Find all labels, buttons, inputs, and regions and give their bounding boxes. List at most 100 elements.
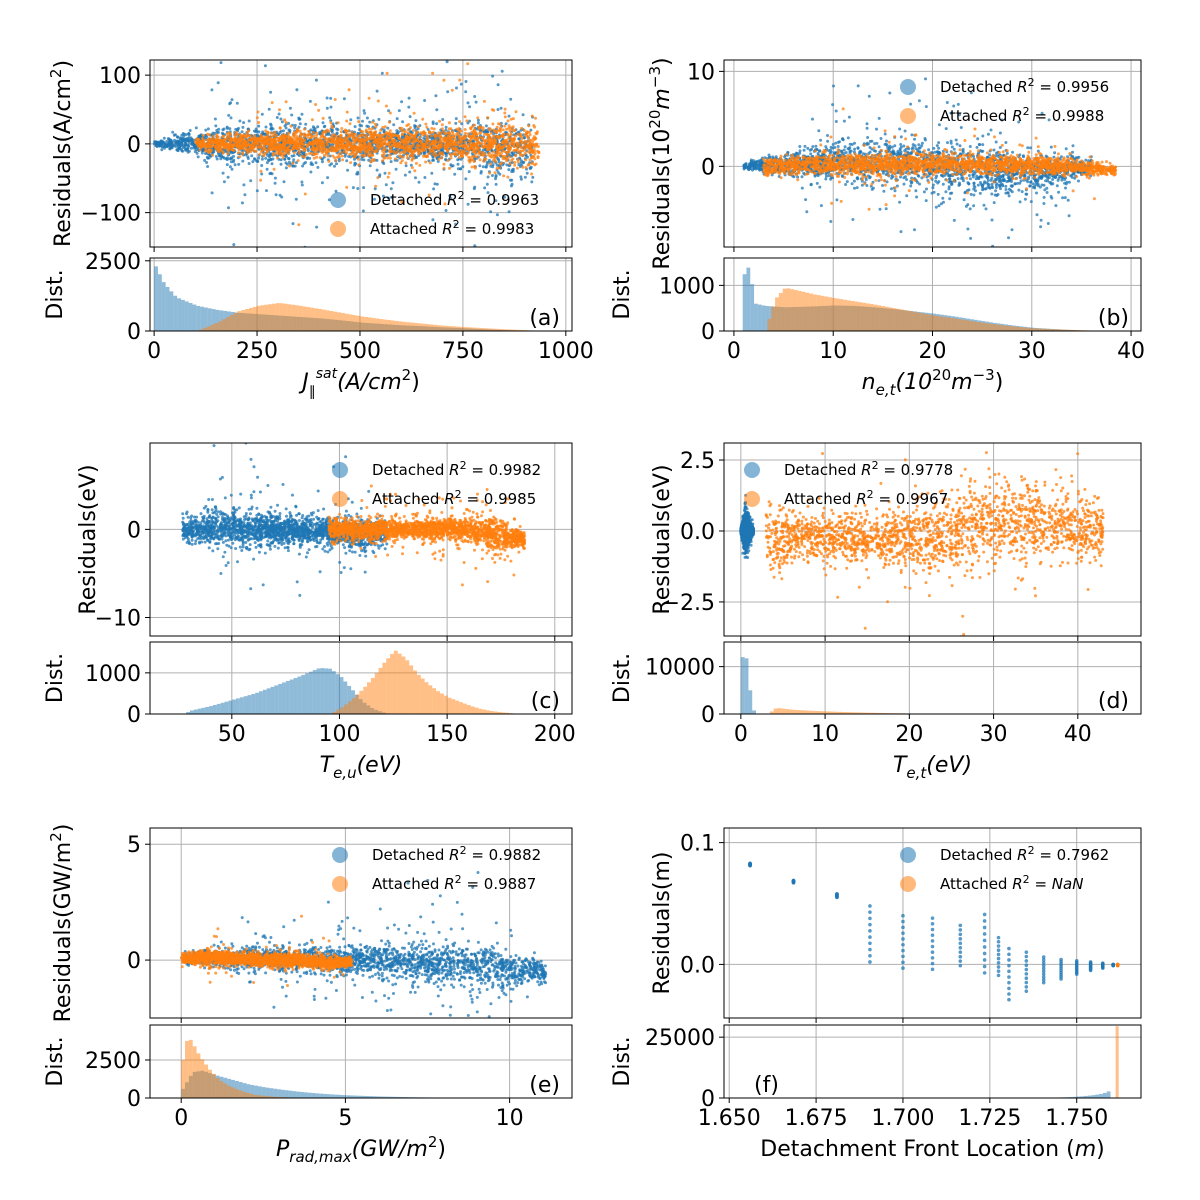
- data-point: [229, 157, 233, 161]
- series-attached: [194, 62, 541, 227]
- data-point: [216, 81, 220, 85]
- data-point: [478, 164, 482, 168]
- data-point: [191, 140, 194, 144]
- hist-bar: [260, 305, 265, 331]
- data-point: [445, 141, 449, 145]
- x-axis-label: J∥sat(A/cm2): [298, 366, 420, 400]
- data-point: [508, 146, 512, 149]
- data-point: [254, 149, 258, 153]
- data-point: [454, 117, 458, 121]
- data-point: [492, 128, 496, 132]
- data-point: [178, 136, 182, 140]
- data-point: [334, 149, 338, 153]
- data-point: [387, 109, 391, 113]
- hist-bar: [460, 326, 464, 331]
- data-point: [357, 132, 361, 136]
- hist-bar: [456, 326, 460, 331]
- data-point: [265, 167, 269, 171]
- data-point: [448, 133, 452, 137]
- data-point: [221, 128, 225, 132]
- data-point: [456, 162, 460, 166]
- data-point: [309, 162, 313, 166]
- data-point: [229, 101, 233, 105]
- data-point: [440, 123, 444, 127]
- data-point: [226, 134, 230, 138]
- data-point: [299, 145, 303, 149]
- hist-bar: [448, 326, 453, 331]
- data-point: [284, 161, 288, 165]
- data-point: [511, 125, 515, 129]
- data-point: [397, 137, 401, 140]
- data-point: [215, 133, 219, 137]
- data-point: [217, 154, 221, 158]
- data-point: [373, 197, 376, 201]
- data-point: [516, 148, 520, 151]
- data-point: [282, 129, 285, 133]
- data-point: [487, 153, 491, 157]
- data-point: [295, 142, 298, 145]
- data-point: [474, 149, 478, 153]
- data-point: [509, 117, 513, 121]
- hist-bar: [337, 312, 342, 331]
- data-point: [238, 155, 242, 159]
- data-point: [519, 153, 522, 157]
- x-tick-label: 750: [442, 339, 484, 364]
- data-point: [899, 145, 903, 149]
- data-point: [182, 134, 186, 138]
- data-point: [302, 132, 306, 136]
- data-point: [216, 149, 220, 153]
- data-point: [210, 140, 214, 144]
- hist-bar: [410, 322, 414, 331]
- data-point: [516, 160, 520, 164]
- data-point: [262, 152, 266, 156]
- data-point: [242, 138, 246, 142]
- data-point: [351, 186, 355, 190]
- data-point: [501, 149, 505, 153]
- data-point: [454, 137, 457, 141]
- data-point: [484, 124, 488, 128]
- data-point: [230, 98, 234, 102]
- data-point: [270, 142, 274, 145]
- scatter-b: [742, 77, 1118, 247]
- data-point: [454, 150, 458, 154]
- hist-bar: [202, 327, 207, 331]
- data-point: [357, 134, 361, 138]
- data-point: [185, 147, 189, 151]
- data-point: [296, 159, 300, 163]
- data-point: [329, 96, 333, 100]
- data-point: [477, 125, 481, 129]
- data-point: [389, 146, 393, 150]
- data-point: [335, 132, 339, 136]
- data-point: [339, 143, 343, 147]
- data-point: [406, 141, 409, 145]
- data-point: [395, 129, 399, 133]
- data-point: [373, 122, 377, 126]
- data-point: [300, 136, 304, 140]
- data-point: [967, 174, 971, 177]
- data-point: [233, 163, 237, 167]
- data-point: [293, 123, 297, 127]
- data-point: [449, 197, 453, 200]
- data-point: [464, 80, 468, 83]
- data-point: [376, 99, 380, 103]
- data-point: [202, 138, 206, 142]
- data-point: [420, 147, 423, 151]
- data-point: [516, 145, 520, 149]
- data-point: [252, 157, 256, 161]
- data-point: [204, 144, 208, 148]
- data-point: [443, 132, 447, 136]
- data-point: [256, 160, 260, 163]
- data-point: [243, 193, 247, 197]
- hist-attached: [199, 303, 545, 331]
- data-point: [250, 139, 254, 143]
- data-point: [383, 171, 387, 175]
- data-point: [426, 145, 430, 149]
- data-point: [517, 137, 521, 141]
- data-point: [400, 146, 404, 150]
- data-point: [406, 128, 410, 132]
- data-point: [219, 61, 223, 65]
- hist-y-label: Dist.: [43, 269, 68, 319]
- data-point: [429, 131, 432, 135]
- data-point: [318, 144, 322, 148]
- data-point: [427, 152, 431, 156]
